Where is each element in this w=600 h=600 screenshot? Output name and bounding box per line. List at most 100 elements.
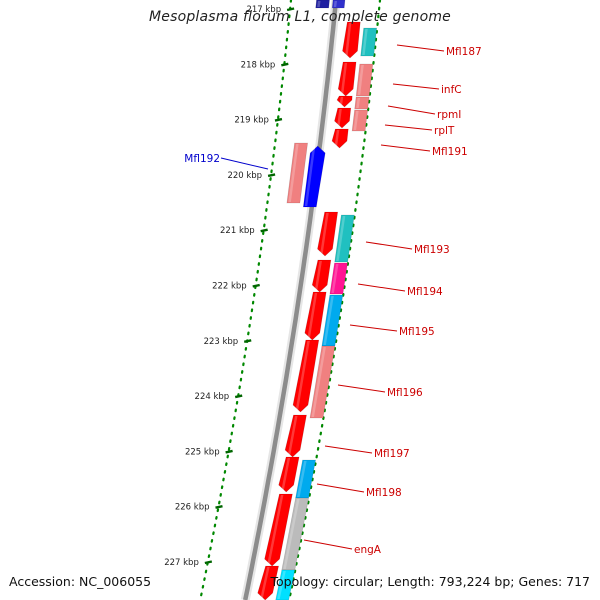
cds-forward-2 [336, 95, 353, 108]
cds-forward-7-highlight [307, 293, 318, 339]
cds-reverse-top [315, 0, 330, 9]
cds-forward-9-highlight [287, 416, 298, 456]
leader-line-rpmi [387, 105, 436, 115]
gene-label-mfl196: Mfl196 [387, 387, 423, 399]
cog-feature-mfl192 [286, 142, 308, 204]
gene-label-infc: infC [441, 84, 462, 96]
gene-label-mfl187: Mfl187 [446, 46, 482, 58]
tick-mark-2 [274, 117, 283, 122]
tick-mark-10 [204, 560, 213, 565]
leader-line-mfl193 [365, 241, 413, 250]
ring-layer [199, 0, 382, 600]
cds-forward-5-highlight [320, 213, 329, 255]
cog-feature-2-highlight [356, 98, 361, 108]
gene-label-rpmi: rpmI [437, 109, 461, 121]
tick-mark-7 [234, 394, 243, 399]
genome-summary-text: Topology: circular; Length: 793,224 bp; … [270, 574, 591, 589]
leader-line-mfl198 [316, 483, 365, 493]
leader-line-mfl192 [220, 157, 269, 170]
cog-feature-5 [329, 262, 348, 295]
cog-feature-0-highlight [362, 29, 368, 55]
tick-label-3: 220 kbp [227, 171, 262, 181]
tick-label-8: 225 kbp [185, 447, 220, 457]
cog-feature-8-highlight [297, 461, 307, 497]
tick-label-6: 223 kbp [204, 337, 239, 347]
leader-line-mfl187 [396, 44, 445, 52]
tick-mark-9 [215, 505, 223, 509]
leader-line-mfl195 [349, 324, 398, 332]
cds-forward-10 [278, 456, 300, 493]
cds-forward-12-highlight [260, 567, 270, 599]
cds-forward-10-highlight [281, 458, 291, 491]
gene-label-mfl192: Mfl192 [184, 153, 220, 165]
cds-forward-9 [284, 414, 307, 458]
gene-label-mfl191: Mfl191 [432, 146, 468, 158]
cds-forward-1-highlight [340, 63, 348, 95]
tick-mark-5 [252, 283, 260, 288]
gene-label-mfl193: Mfl193 [414, 244, 450, 256]
tick-mark-0 [286, 7, 295, 12]
cds-forward-6-highlight [314, 261, 322, 291]
tick-label-4: 221 kbp [220, 226, 255, 236]
cds-reverse-mfl192-highlight [304, 147, 316, 206]
cog-feature-1 [355, 63, 374, 97]
cog-feature-5-highlight [331, 264, 339, 293]
cog-feature-10 [275, 569, 296, 600]
tick-mark-1 [281, 62, 289, 67]
gene-label-rplt: rplT [434, 125, 455, 137]
gene-label-enga: engA [354, 544, 382, 556]
tick-label-5: 222 kbp [212, 282, 247, 292]
tick-label-7: 224 kbp [195, 392, 230, 402]
cds-forward-7 [304, 291, 327, 341]
label-layer: Mfl187 infC rpmI rplT Mfl191 Mfl192 Mfl193 Mfl1… [184, 44, 482, 556]
accession-text: Accession: NC_006055 [9, 574, 152, 589]
leader-line-mfl191 [380, 144, 431, 152]
gene-label-mfl195: Mfl195 [399, 326, 435, 338]
cds-forward-3 [334, 107, 352, 129]
leader-line-mfl197 [324, 445, 373, 454]
tick-label-0: 217 kbp [246, 5, 281, 15]
cog-feature-7 [309, 345, 336, 419]
gene-label-mfl197: Mfl197 [374, 448, 410, 460]
tick-label-9: 226 kbp [175, 503, 210, 513]
cds-reverse-mfl192 [302, 145, 326, 208]
cog-top [331, 0, 346, 9]
tick-layer: 217 kbp 218 kbp 219 kbp 220 kbp 221 kbp 222 k… [164, 5, 295, 568]
leader-line-mfl194 [357, 283, 406, 292]
map-title: Mesoplasma florum L1, complete genome [148, 9, 451, 25]
cog-top-highlight [333, 1, 337, 7]
cog-feature-7-highlight [311, 347, 326, 417]
tick-mark-3 [267, 173, 276, 178]
cds-forward-8 [292, 339, 320, 413]
cog-feature-10-highlight [277, 571, 286, 599]
tick-label-10: 227 kbp [164, 558, 199, 568]
cog-feature-0 [360, 27, 378, 57]
cds-forward-4-highlight [334, 130, 340, 147]
cds-forward-3-highlight [337, 109, 342, 127]
leader-line-enga [303, 539, 353, 550]
cds-forward-11-highlight [267, 495, 284, 565]
leader-line-rplt [384, 124, 433, 131]
cds-forward-8-highlight [295, 341, 310, 411]
gene-label-mfl198: Mfl198 [366, 487, 402, 499]
cds-forward-6 [311, 259, 332, 293]
tick-label-2: 219 kbp [234, 116, 269, 126]
tick-mark-8 [225, 449, 233, 454]
cds-forward-12 [257, 565, 279, 600]
tick-mark-6 [243, 339, 252, 343]
cog-feature-4-highlight [336, 216, 346, 261]
leader-line-mfl196 [337, 384, 386, 393]
cog-feature-3 [351, 109, 368, 132]
gene-label-mfl194: Mfl194 [407, 286, 443, 298]
cds-forward-1 [337, 61, 357, 97]
cog-feature-3-highlight [353, 111, 359, 130]
backbone-line [242, 0, 339, 600]
cds-forward-11 [264, 493, 293, 567]
tick-label-1: 218 kbp [241, 60, 276, 70]
tick-mark-4 [260, 228, 268, 233]
gene-layer [257, 0, 378, 600]
cog-feature-9-highlight [283, 499, 300, 569]
cog-feature-2 [354, 96, 370, 110]
cog-feature-4 [334, 214, 355, 263]
cog-feature-1-highlight [357, 65, 364, 95]
